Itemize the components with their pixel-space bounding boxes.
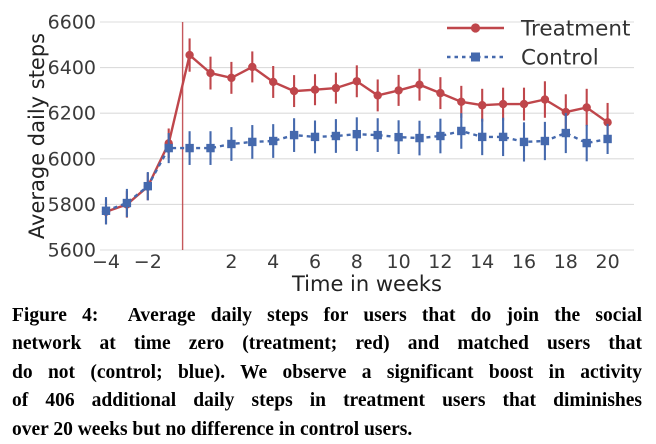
control-marker-square — [373, 130, 382, 140]
treatment-marker-circle — [248, 62, 257, 72]
y-tick-label: 6400 — [48, 57, 96, 79]
control-marker-square — [603, 134, 612, 144]
treatment-marker-circle — [478, 101, 487, 110]
x-tick-label: 12 — [428, 251, 452, 273]
control-marker-square — [457, 126, 466, 136]
control-marker-square — [227, 139, 236, 149]
treatment-marker-circle — [352, 77, 361, 86]
control-marker-square — [185, 143, 194, 153]
treatment-marker-circle — [185, 50, 194, 60]
y-tick-label: 6200 — [48, 103, 96, 125]
y-tick-label: 5800 — [48, 194, 96, 216]
x-tick-label: −4 — [92, 251, 120, 273]
y-tick-label: 6600 — [48, 12, 96, 34]
steps-figure-chart: 5600 5800 6000 6200 6400 6600 −4 −2 2 4 6 8 10 12 14 16… — [25, 12, 634, 296]
y-axis-title: Average daily steps — [25, 33, 49, 239]
treatment-marker-circle — [394, 86, 403, 95]
control-marker-square — [415, 133, 424, 143]
legend-label-control: Control — [521, 46, 599, 71]
legend: Treatment Control — [447, 17, 630, 71]
caption-line: do not (control; blue). We observe a sig… — [12, 361, 642, 383]
x-axis-title: Time in weeks — [291, 272, 442, 296]
treatment-marker-circle — [269, 77, 278, 87]
treatment-marker-circle — [561, 107, 570, 117]
control-marker-square — [122, 198, 132, 208]
treatment-marker-circle — [540, 95, 550, 104]
treatment-marker-circle — [206, 68, 215, 78]
legend-treatment-marker — [470, 23, 481, 33]
x-tick-label: 18 — [554, 251, 578, 273]
y-tick-labels: 5600 5800 6000 6200 6400 6600 — [48, 12, 96, 262]
treatment-marker-circle — [582, 103, 591, 112]
control-marker-square — [310, 132, 320, 142]
treatment-marker-circle — [498, 99, 508, 109]
control-marker-square — [289, 130, 299, 140]
caption-line: network at time zero (treatment; red) an… — [12, 333, 642, 355]
control-marker-square — [352, 129, 361, 139]
x-tick-label: 20 — [596, 251, 620, 273]
x-tick-label: 16 — [512, 251, 536, 273]
control-marker-square — [164, 143, 173, 153]
control-marker-square — [582, 138, 591, 148]
control-marker-square — [206, 143, 215, 153]
control-marker-square — [498, 132, 508, 142]
treatment-marker-circle — [310, 85, 320, 94]
control-marker-square — [436, 131, 445, 141]
figure-caption: Figure 4: Average daily steps for users … — [12, 302, 642, 444]
control-marker-square — [478, 132, 487, 142]
x-tick-label: 10 — [387, 251, 411, 273]
x-tick-label: 2 — [225, 251, 237, 273]
x-tick-label: 14 — [470, 251, 494, 273]
treatment-marker-circle — [436, 88, 445, 98]
legend-control-marker — [471, 52, 480, 62]
treatment-marker-circle — [373, 91, 382, 100]
treatment-marker-circle — [331, 83, 341, 93]
caption-line: of 406 additional daily steps in treatme… — [12, 390, 642, 412]
treatment-marker-circle — [519, 99, 529, 109]
control-marker-square — [519, 137, 529, 147]
control-marker-square — [269, 136, 278, 146]
x-tick-label: −2 — [134, 251, 162, 273]
control-marker-square — [394, 132, 403, 142]
treatment-marker-circle — [289, 86, 299, 96]
series-control — [101, 112, 612, 225]
legend-label-treatment: Treatment — [520, 17, 630, 42]
treatment-marker-circle — [603, 118, 612, 127]
control-marker-square — [331, 131, 341, 141]
control-marker-square — [561, 128, 570, 138]
x-tick-label: 6 — [309, 251, 321, 273]
treatment-marker-circle — [227, 73, 236, 83]
x-tick-labels: −4 −2 2 4 6 8 10 12 14 16 18 20 — [92, 251, 620, 273]
control-marker-square — [248, 137, 257, 147]
y-tick-label: 6000 — [48, 148, 96, 170]
control-marker-square — [143, 181, 152, 191]
series-treatment — [101, 38, 612, 225]
caption-line: over 20 weeks but no difference in contr… — [12, 418, 413, 440]
x-tick-label: 8 — [351, 251, 363, 273]
caption-line: Figure 4: Average daily steps for users … — [12, 305, 642, 326]
control-marker-square — [540, 136, 550, 146]
control-marker-square — [101, 206, 111, 215]
treatment-marker-circle — [415, 80, 424, 89]
x-tick-label: 4 — [267, 251, 279, 273]
y-tick-label: 5600 — [48, 240, 96, 262]
treatment-marker-circle — [457, 97, 466, 107]
